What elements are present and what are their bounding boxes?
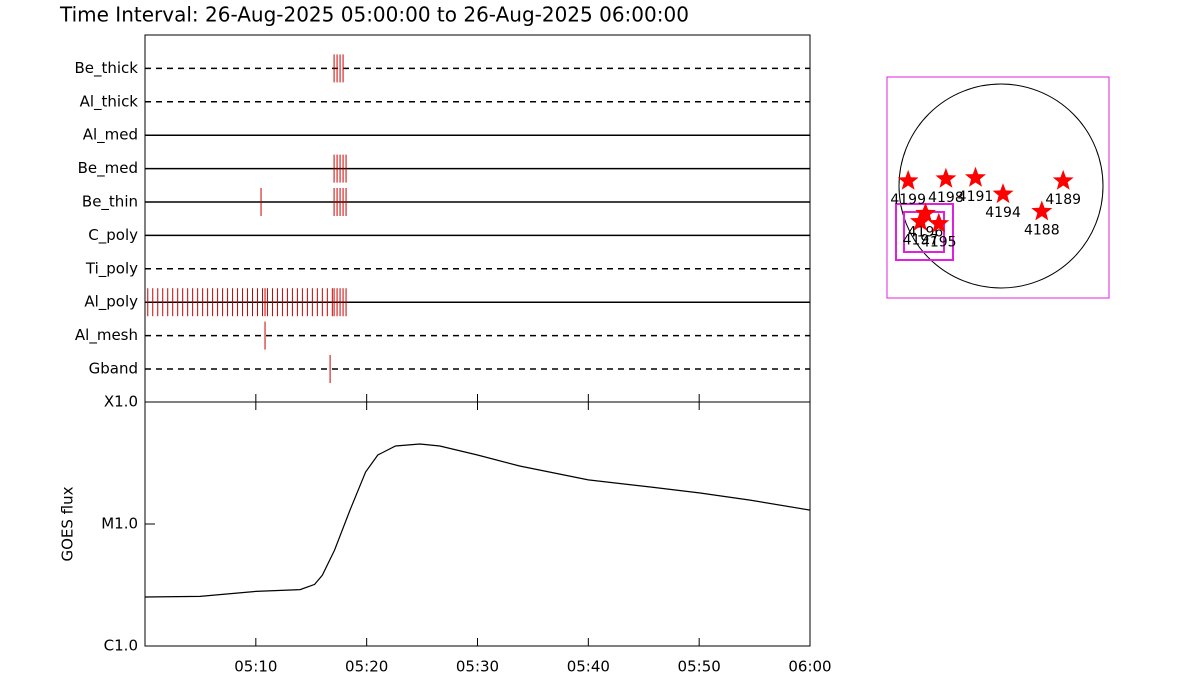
region-label: 4194 xyxy=(985,205,1021,221)
region-star xyxy=(965,166,986,187)
row-label: Be_med xyxy=(78,159,138,178)
region-star xyxy=(897,169,919,190)
chart-title: Time Interval: 26-Aug-2025 05:00:00 to 2… xyxy=(59,3,689,27)
goes-frame xyxy=(144,401,811,647)
region-label: 4198 xyxy=(928,190,964,206)
row-label: C_poly xyxy=(88,226,138,245)
timeline-frame xyxy=(144,34,811,403)
region-star xyxy=(935,167,957,188)
row-label: Al_mesh xyxy=(75,326,138,345)
x-tick-label: 05:30 xyxy=(456,658,499,676)
row-label: Al_med xyxy=(83,126,138,145)
region-star xyxy=(915,202,936,223)
y-tick-label: X1.0 xyxy=(104,393,138,411)
map-frame xyxy=(886,76,1110,299)
y-axis-label: GOES flux xyxy=(59,486,77,561)
goes-curve xyxy=(144,443,811,598)
region-label: 4197 xyxy=(903,233,939,249)
region-label: 4195 xyxy=(921,235,957,251)
row-label: Be_thin xyxy=(82,193,138,212)
region-star xyxy=(992,183,1014,204)
region-star xyxy=(928,212,950,233)
x-tick-label: 05:10 xyxy=(234,658,277,676)
fov-box xyxy=(895,203,954,261)
y-tick-label: C1.0 xyxy=(104,637,138,655)
region-label: 4191 xyxy=(958,189,994,205)
region-star xyxy=(1052,169,1074,190)
x-tick-label: 05:40 xyxy=(567,658,610,676)
region-label: 4188 xyxy=(1024,223,1060,239)
row-label: Ti_poly xyxy=(85,259,138,278)
row-label: Al_poly xyxy=(84,293,138,312)
y-tick-label: M1.0 xyxy=(101,515,138,533)
region-star xyxy=(1031,200,1053,221)
x-tick-label: 06:00 xyxy=(788,658,831,676)
row-label: Al_thick xyxy=(80,92,139,111)
x-tick-label: 05:20 xyxy=(345,658,388,676)
x-tick-label: 05:50 xyxy=(678,658,721,676)
region-label: 4199 xyxy=(890,192,926,208)
row-label: Be_thick xyxy=(74,59,138,78)
row-label: Gband xyxy=(89,360,138,378)
region-star xyxy=(910,210,931,231)
solar-limb xyxy=(898,83,1104,289)
region-label: 4189 xyxy=(1045,192,1081,208)
